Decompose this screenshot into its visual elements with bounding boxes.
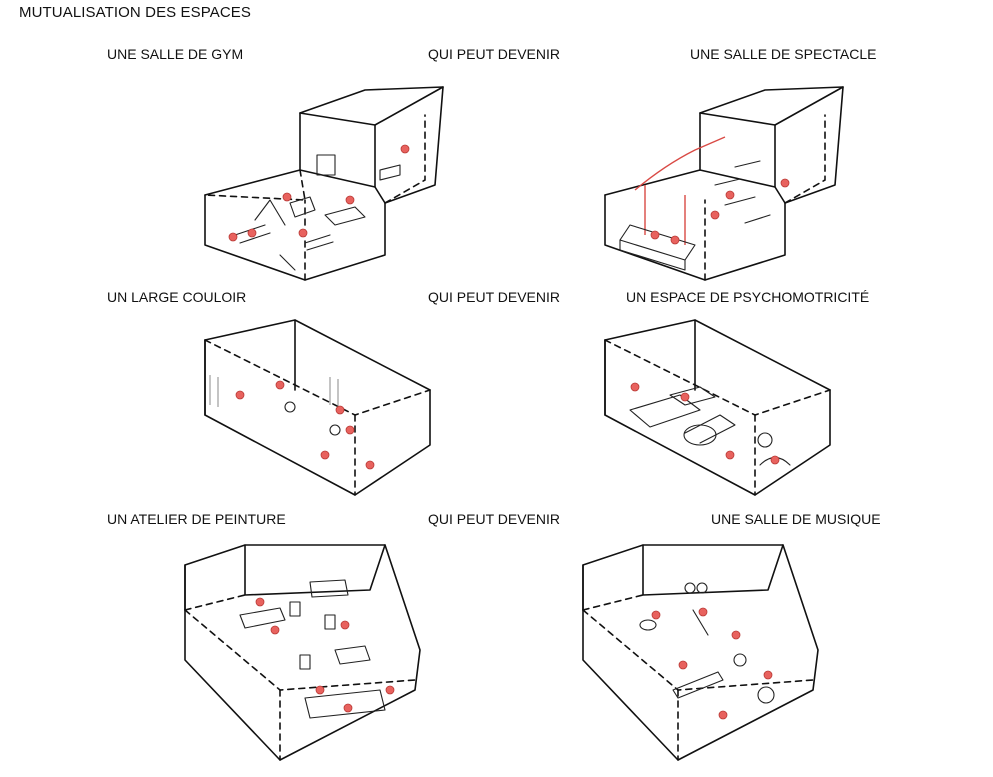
row2-left-label: UN LARGE COULOIR [107, 289, 247, 305]
psychomotor-room-sketch [604, 319, 831, 496]
music-room-sketch [582, 544, 819, 761]
row3-left-label: UN ATELIER DE PEINTURE [107, 511, 286, 527]
row3-right-label: UNE SALLE DE MUSIQUE [711, 511, 881, 527]
gym-room-sketch [204, 86, 444, 281]
painting-workshop-sketch [184, 544, 421, 761]
corridor-sketch [204, 319, 431, 496]
page-title: MUTUALISATION DES ESPACES [19, 4, 251, 21]
row1-middle-label: QUI PEUT DEVENIR [428, 46, 560, 62]
row2-middle-label: QUI PEUT DEVENIR [428, 289, 560, 305]
theatre-room-sketch [604, 86, 844, 281]
row3-middle-label: QUI PEUT DEVENIR [428, 511, 560, 527]
row1-right-label: UNE SALLE DE SPECTACLE [690, 46, 877, 62]
row1-left-label: UNE SALLE DE GYM [107, 46, 244, 62]
row2-right-label: UN ESPACE DE PSYCHOMOTRICITÉ [626, 289, 870, 305]
